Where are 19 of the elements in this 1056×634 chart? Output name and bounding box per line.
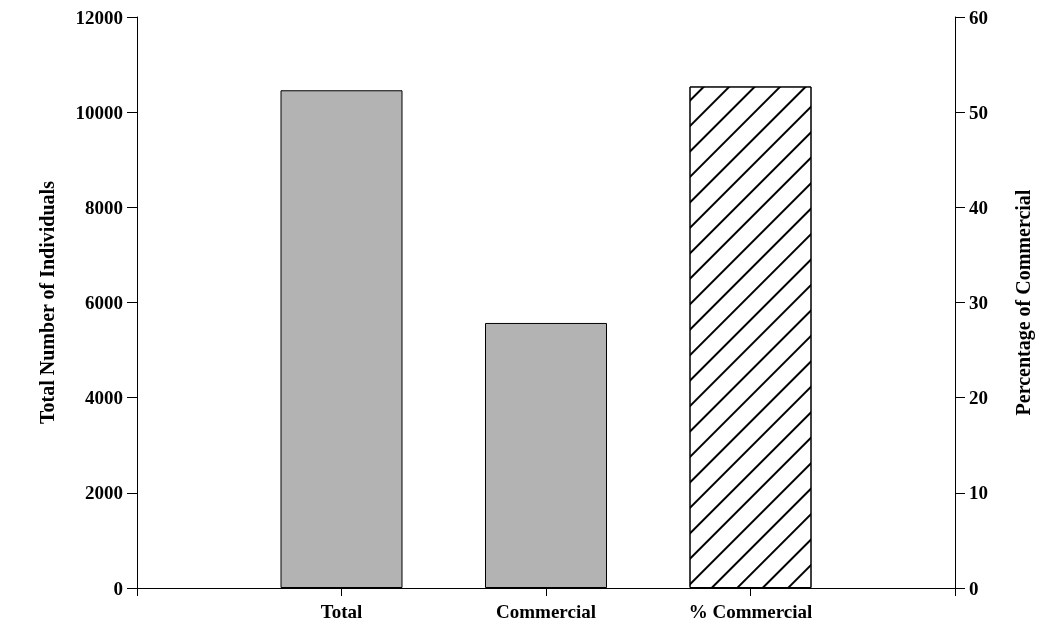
- y-tick-label: 10000: [75, 101, 123, 123]
- x-tick-label: % Commercial: [688, 601, 813, 622]
- y2-tick-label: 20: [969, 387, 988, 409]
- y2-tick-label: 10: [969, 482, 988, 504]
- y2-tick-label: 60: [969, 6, 988, 28]
- x-tick-label: Commercial: [496, 601, 596, 622]
- y-axis-title: Total Number of Individuals: [36, 180, 58, 424]
- y2-tick-label: 40: [969, 196, 988, 218]
- y-tick-label: 4000: [85, 387, 123, 409]
- y2-axis-title: Percentage of Commercial: [1012, 189, 1035, 416]
- x-tick-label: Total: [320, 601, 363, 622]
- y2-tick-label: 30: [969, 292, 988, 313]
- y-tick-label: 6000: [85, 292, 123, 313]
- y2-tick-label: 0: [969, 577, 979, 599]
- y-tick-label: 12000: [75, 6, 123, 28]
- y-tick-label: 0: [113, 577, 123, 599]
- y-tick-label: 8000: [85, 196, 123, 218]
- y-tick-label: 2000: [85, 482, 123, 504]
- y2-tick-label: 50: [969, 101, 988, 123]
